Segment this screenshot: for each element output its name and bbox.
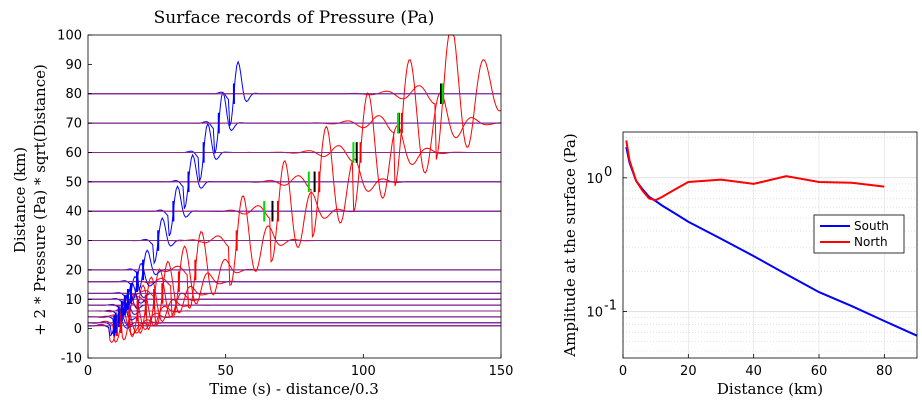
series-north-line [625,140,885,202]
left-y-tick-label-0: -10 [61,352,82,367]
left-x-tick-label-3: 150 [489,364,514,379]
left-y-tick-label-11: 100 [57,29,82,44]
left-chart: Surface records of Pressure (Pa) 0 50 100 1… [11,8,513,398]
right-axes-box [622,131,918,359]
north-trace-80km [88,34,502,160]
right-y-tick-exponent-0: -1 [604,299,617,314]
legend-box [813,214,905,254]
right-x-ticks: 0 20 40 60 80 [619,354,893,379]
left-axes-box [87,34,502,359]
right-y-tick-exponent-1: 0 [604,165,612,180]
left-y-tick-label-7: 60 [65,146,82,161]
left-x-tick-label-0: 0 [84,364,92,379]
right-x-tick-label-0: 0 [619,364,627,379]
right-x-axis-label: Distance (km) [717,380,823,398]
left-y-tick-label-6: 50 [65,175,82,190]
left-x-ticks: 0 50 100 150 [84,354,514,379]
left-y-tick-label-2: 10 [65,293,82,308]
left-y-tick-label-9: 80 [65,87,82,102]
left-x-tick-label-2: 100 [351,364,376,379]
right-x-tick-label-3: 60 [811,364,828,379]
right-y-axis-label: Amplitude at the surface (Pa) [561,133,579,357]
right-x-tick-label-4: 80 [876,364,893,379]
left-y-ticks: -10 0 10 20 30 40 50 60 70 80 90 100 [57,29,92,367]
left-y-tick-label-8: 70 [65,117,82,132]
legend: South North [813,214,905,254]
left-y-tick-label-10: 90 [65,58,82,73]
left-y-tick-label-3: 20 [65,263,82,278]
right-y-tick-label-1: 10 [586,172,603,187]
left-y-axis-label-line2: + 2 * Pressure (Pa) * sqrt(Distance) [31,64,49,336]
left-y-axis-label-line1: Distance (km) [11,147,29,253]
legend-north-label: North [854,235,888,249]
right-y-tick-label-0: 10 [586,306,603,321]
right-x-tick-label-2: 40 [745,364,762,379]
left-y-tick-label-4: 30 [65,234,82,249]
left-chart-title: Surface records of Pressure (Pa) [154,8,435,28]
left-traces [87,34,502,344]
left-y-tick-label-5: 40 [65,205,82,220]
left-y-tick-label-1: 0 [74,322,82,337]
right-x-tick-label-1: 20 [680,364,697,379]
legend-south-label: South [854,219,889,233]
right-grid [622,132,917,358]
left-x-tick-label-1: 50 [217,364,234,379]
left-x-axis-label: Time (s) - distance/0.3 [209,380,379,398]
left-arrival-markers [113,83,445,336]
right-series [625,140,918,337]
